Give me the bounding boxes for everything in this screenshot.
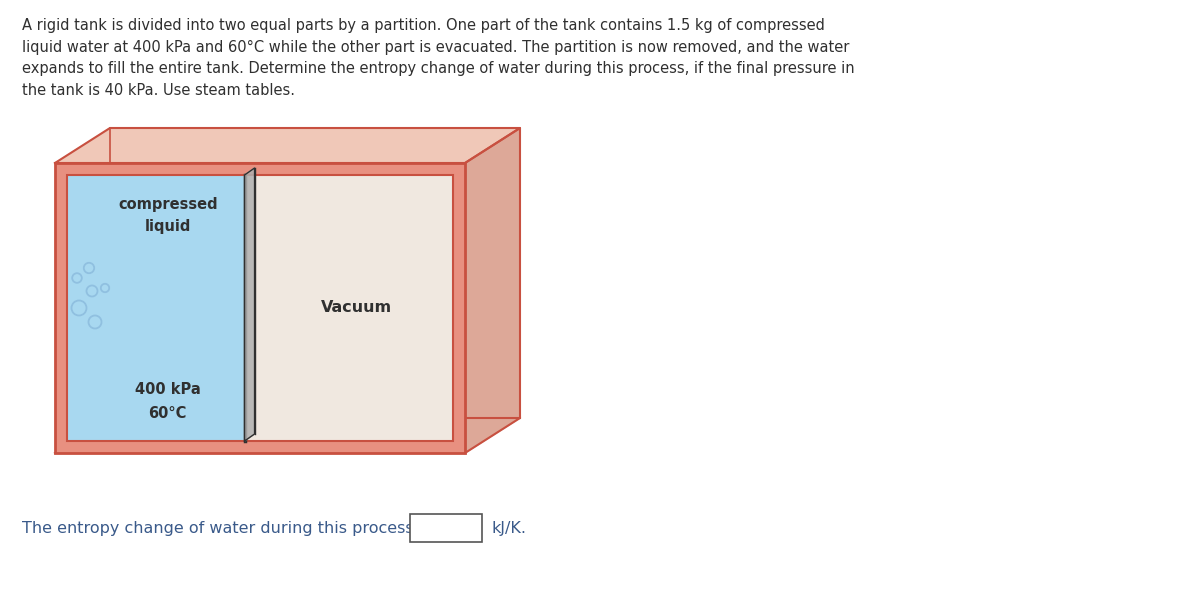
Polygon shape: [55, 128, 520, 163]
Bar: [55, 163, 466, 453]
Text: 60°C: 60°C: [149, 406, 187, 421]
Text: Vacuum: Vacuum: [322, 300, 392, 316]
Text: compressed: compressed: [118, 198, 217, 213]
Bar: [67, 175, 454, 441]
Text: kJ/K.: kJ/K.: [492, 520, 527, 536]
Bar: [410, 514, 482, 542]
Bar: [67, 175, 245, 441]
Text: The entropy change of water during this process is: The entropy change of water during this …: [22, 520, 432, 536]
Text: 400 kPa: 400 kPa: [134, 381, 200, 396]
Bar: [55, 163, 466, 453]
Bar: [245, 175, 454, 441]
Polygon shape: [466, 128, 520, 453]
Text: A rigid tank is divided into two equal parts by a partition. One part of the tan: A rigid tank is divided into two equal p…: [22, 18, 854, 98]
Text: liquid: liquid: [144, 219, 191, 235]
Polygon shape: [245, 168, 254, 441]
